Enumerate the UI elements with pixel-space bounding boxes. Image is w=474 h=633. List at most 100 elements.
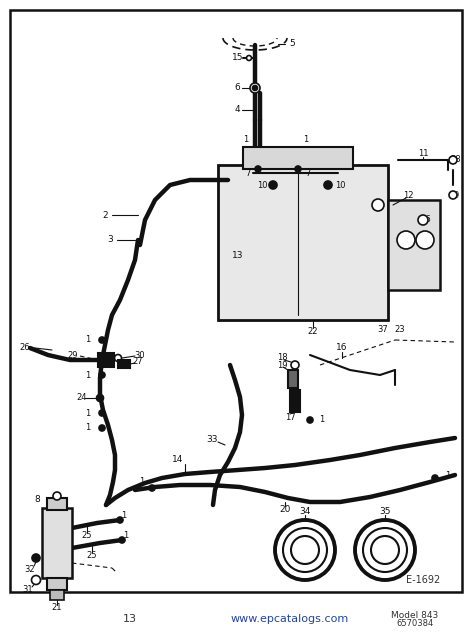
Text: E-1692: E-1692: [406, 575, 440, 585]
Text: 1: 1: [85, 335, 91, 344]
Text: 33: 33: [206, 436, 218, 444]
Text: 18: 18: [277, 353, 287, 363]
Text: 14: 14: [173, 456, 184, 465]
Circle shape: [269, 181, 277, 189]
Circle shape: [99, 410, 105, 416]
Text: 30: 30: [135, 351, 146, 360]
Text: 32: 32: [25, 565, 35, 575]
Text: 24: 24: [77, 394, 87, 403]
Circle shape: [255, 166, 261, 172]
Circle shape: [449, 191, 457, 199]
Text: 6: 6: [234, 84, 240, 92]
Text: 13: 13: [123, 614, 137, 624]
Text: 1: 1: [319, 415, 325, 425]
Circle shape: [372, 199, 384, 211]
Circle shape: [253, 85, 257, 91]
Text: 7: 7: [305, 168, 310, 177]
Circle shape: [250, 83, 260, 93]
Text: 21: 21: [52, 603, 62, 613]
Text: 1: 1: [85, 423, 91, 432]
Text: 13: 13: [232, 251, 244, 260]
Text: 7: 7: [246, 168, 251, 177]
Text: 1: 1: [446, 470, 451, 480]
Bar: [98, 353, 114, 367]
Text: 27: 27: [133, 358, 143, 367]
Circle shape: [418, 215, 428, 225]
Text: 29: 29: [67, 351, 78, 360]
Circle shape: [432, 475, 438, 481]
Circle shape: [283, 528, 327, 572]
Text: 5: 5: [289, 39, 295, 49]
Circle shape: [307, 417, 313, 423]
Circle shape: [99, 372, 105, 378]
Text: 11: 11: [418, 149, 428, 158]
Circle shape: [371, 536, 399, 564]
Bar: [290, 390, 300, 412]
Text: 12: 12: [403, 191, 413, 199]
Circle shape: [117, 517, 123, 523]
Circle shape: [355, 520, 415, 580]
Text: 31: 31: [23, 586, 33, 594]
Text: 17: 17: [285, 413, 295, 422]
Text: 19: 19: [277, 361, 287, 370]
Bar: [47, 578, 67, 590]
Text: 1: 1: [85, 408, 91, 418]
Text: 16: 16: [336, 344, 348, 353]
Text: 22: 22: [308, 327, 318, 337]
Circle shape: [324, 181, 332, 189]
Text: 35: 35: [379, 508, 391, 517]
Text: 25: 25: [82, 530, 92, 539]
Circle shape: [97, 394, 103, 401]
Circle shape: [397, 231, 415, 249]
Text: 8: 8: [34, 496, 40, 505]
Bar: [50, 590, 64, 600]
Circle shape: [416, 231, 434, 249]
Text: 28: 28: [451, 156, 461, 165]
Text: Model 843: Model 843: [392, 611, 438, 620]
Text: 20: 20: [279, 506, 291, 515]
Text: 4: 4: [234, 106, 240, 115]
Text: 15: 15: [232, 53, 244, 61]
Text: 9: 9: [453, 191, 459, 199]
Text: 10: 10: [335, 180, 345, 189]
Text: 34: 34: [299, 508, 310, 517]
Text: 23: 23: [395, 325, 405, 334]
Circle shape: [119, 537, 125, 543]
Text: www.epcatalogs.com: www.epcatalogs.com: [231, 614, 349, 624]
Circle shape: [291, 361, 299, 369]
Circle shape: [363, 528, 407, 572]
Text: 1: 1: [303, 135, 309, 144]
Circle shape: [53, 492, 61, 500]
Circle shape: [32, 554, 40, 562]
Text: 1: 1: [139, 477, 145, 487]
Circle shape: [246, 56, 252, 61]
Text: 2: 2: [102, 211, 108, 220]
Text: 1: 1: [121, 511, 127, 520]
Bar: [42, 508, 72, 578]
Circle shape: [291, 536, 319, 564]
Circle shape: [115, 354, 121, 361]
Circle shape: [99, 337, 105, 343]
Text: 36: 36: [420, 215, 431, 225]
Circle shape: [149, 485, 155, 491]
Text: 10: 10: [257, 180, 267, 189]
Text: 6570384: 6570384: [396, 620, 434, 629]
Bar: [118, 360, 130, 368]
Bar: [288, 370, 298, 388]
Text: 1: 1: [85, 370, 91, 380]
Bar: [388, 200, 440, 290]
Text: 25: 25: [87, 551, 97, 560]
Text: 1: 1: [123, 532, 128, 541]
Circle shape: [295, 166, 301, 172]
Bar: [243, 147, 353, 169]
Text: 1: 1: [243, 135, 249, 144]
Text: 26: 26: [19, 344, 30, 353]
Circle shape: [275, 520, 335, 580]
Bar: [218, 165, 388, 320]
Circle shape: [449, 156, 457, 164]
Circle shape: [31, 575, 40, 584]
Bar: [47, 498, 67, 510]
Text: 37: 37: [378, 325, 388, 334]
Circle shape: [99, 425, 105, 431]
Text: 3: 3: [107, 235, 113, 244]
